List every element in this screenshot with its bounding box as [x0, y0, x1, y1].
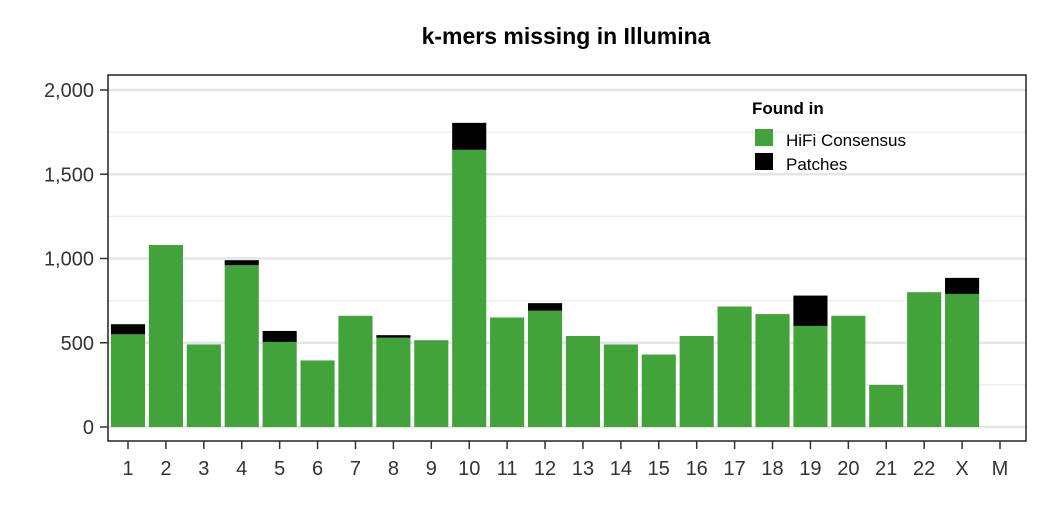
x-tick-label: 5	[274, 458, 285, 480]
bar-patches-5	[262, 330, 297, 342]
bar-hifi-consensus-x	[945, 293, 980, 427]
x-tick-label: 21	[875, 458, 897, 480]
bar-patches-19	[793, 295, 828, 326]
bar-patches-10	[452, 122, 487, 150]
x-tick-label: 7	[350, 458, 361, 480]
legend-label-patches: Patches	[786, 155, 847, 174]
x-tick-label: 20	[837, 458, 859, 480]
bar-hifi-consensus-8	[376, 337, 411, 427]
x-tick-label: 15	[648, 458, 670, 480]
legend-swatch-hifi-consensus	[755, 129, 773, 146]
bar-hifi-consensus-19	[793, 325, 828, 427]
bar-hifi-consensus-18	[755, 314, 790, 427]
bar-patches-x	[945, 277, 980, 294]
bars	[110, 122, 980, 427]
bar-hifi-consensus-6	[300, 360, 335, 427]
bar-hifi-consensus-16	[679, 336, 714, 427]
x-tick-label: 10	[458, 458, 480, 480]
bar-hifi-consensus-15	[641, 354, 676, 427]
x-tick-label: 8	[388, 458, 399, 480]
bar-hifi-consensus-21	[869, 384, 904, 427]
bar-hifi-consensus-2	[148, 245, 183, 427]
y-tick-label: 1,000	[44, 249, 94, 271]
x-tick-label: X	[955, 458, 968, 480]
x-tick-label: 4	[236, 458, 247, 480]
legend-label-hifi-consensus: HiFi Consensus	[786, 131, 906, 150]
x-tick-label: 1	[122, 458, 133, 480]
x-tick-label: 17	[723, 458, 745, 480]
bar-hifi-consensus-20	[831, 315, 866, 427]
bar-hifi-consensus-10	[452, 149, 487, 427]
y-axis: 0 500 1,000 1,500 2,000	[44, 80, 108, 439]
bar-patches-4	[224, 260, 259, 266]
x-tick-label: 22	[913, 458, 935, 480]
bar-hifi-consensus-4	[224, 265, 259, 427]
x-tick-label: 18	[761, 458, 783, 480]
legend-swatch-patches	[755, 153, 773, 170]
y-tick-label: 2,000	[44, 80, 94, 102]
bar-hifi-consensus-9	[414, 340, 449, 427]
bar-hifi-consensus-22	[907, 292, 942, 427]
x-tick-label: 14	[610, 458, 632, 480]
x-axis: 1 2 3 4 5 6 7 8 9 10 11 12 13 14 15 16 17 18 19 20 21 22 X M	[122, 441, 1008, 480]
bar-hifi-consensus-1	[110, 334, 146, 427]
x-tick-label: 16	[686, 458, 708, 480]
x-tick-label: 12	[534, 458, 556, 480]
bar-hifi-consensus-3	[186, 344, 221, 427]
legend-title: Found in	[752, 99, 824, 118]
x-tick-label: 11	[497, 458, 518, 480]
x-tick-label: 3	[198, 458, 209, 480]
x-tick-label: 19	[799, 458, 821, 480]
legend: Found in HiFi Consensus Patches	[752, 99, 906, 174]
x-tick-label: 13	[572, 458, 594, 480]
x-tick-label: M	[992, 458, 1009, 480]
bar-patches-1	[110, 324, 146, 335]
x-tick-label: 9	[426, 458, 437, 480]
bar-hifi-consensus-7	[338, 315, 373, 427]
y-tick-label: 500	[61, 333, 94, 355]
bar-hifi-consensus-11	[490, 317, 525, 427]
bar-hifi-consensus-17	[717, 306, 752, 427]
chart-title: k-mers missing in Illumina	[422, 23, 711, 49]
y-tick-label: 1,500	[44, 164, 94, 186]
y-tick-label: 0	[83, 417, 94, 439]
x-tick-label: 2	[160, 458, 171, 480]
bar-hifi-consensus-5	[262, 341, 297, 427]
bar-hifi-consensus-13	[565, 336, 601, 427]
bar-hifi-consensus-12	[527, 310, 563, 427]
bar-patches-12	[527, 303, 563, 311]
bar-hifi-consensus-14	[603, 344, 638, 427]
x-tick-label: 6	[312, 458, 323, 480]
bar-patches-8	[376, 335, 411, 338]
